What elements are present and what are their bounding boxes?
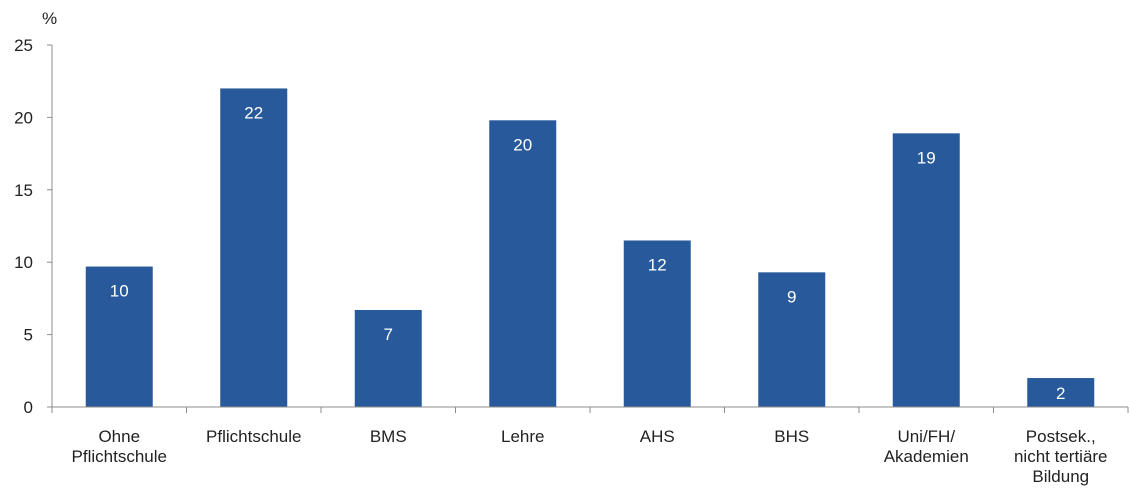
x-category-label-line: Uni/FH/ [897,427,955,446]
y-tick-label: 25 [14,36,33,55]
x-category-label: BHS [774,427,809,446]
x-category-label: Ohne Pflichtschule [72,427,167,466]
bar [758,272,826,407]
x-category-label-line: BMS [370,427,407,446]
x-category-label: Postsek., nicht tertiäre Bildung [1014,427,1108,486]
y-tick-label: 20 [14,108,33,127]
bar-value-label: 2 [1056,384,1065,403]
bar [623,240,691,407]
y-axis-unit-label: % [42,9,57,28]
bar [220,88,288,407]
x-category-label-line: BHS [774,427,809,446]
y-axis: 0 5 10 15 20 25 [14,36,53,417]
x-category-label-line: nicht tertiäre [1014,447,1108,466]
bar-value-label: 12 [648,255,667,274]
y-tick-label: 10 [14,253,33,272]
x-category-label-line: Postsek., [1026,427,1096,446]
x-category-label: Pflichtschule [206,427,301,446]
bar [1027,378,1095,407]
y-tick-label: 15 [14,181,33,200]
bar [892,133,960,407]
x-category-label-line: Pflichtschule [72,447,167,466]
bar-value-label: 20 [513,135,532,154]
x-category-label-line: Pflichtschule [206,427,301,446]
x-category-label-line: Bildung [1032,467,1089,486]
x-category-label-line: Ohne [98,427,140,446]
bars-group: 10 22 7 20 12 9 19 2 [85,88,1095,408]
x-category-label-line: Lehre [501,427,544,446]
x-category-label: Uni/FH/Akademien [884,427,969,466]
x-category-label: AHS [640,427,675,446]
bar-value-label: 7 [384,325,393,344]
bar-value-label: 9 [787,287,796,306]
x-category-label: Lehre [501,427,544,446]
x-category-label-line: Akademien [884,447,969,466]
y-tick-label: 0 [24,398,33,417]
bar-value-label: 22 [244,103,263,122]
bar [489,120,557,408]
y-tick-label: 5 [24,326,33,345]
bar-value-label: 19 [917,148,936,167]
x-category-label-line: AHS [640,427,675,446]
x-category-label: BMS [370,427,407,446]
bar [354,309,422,407]
bar [85,266,153,407]
bar-value-label: 10 [110,282,129,301]
